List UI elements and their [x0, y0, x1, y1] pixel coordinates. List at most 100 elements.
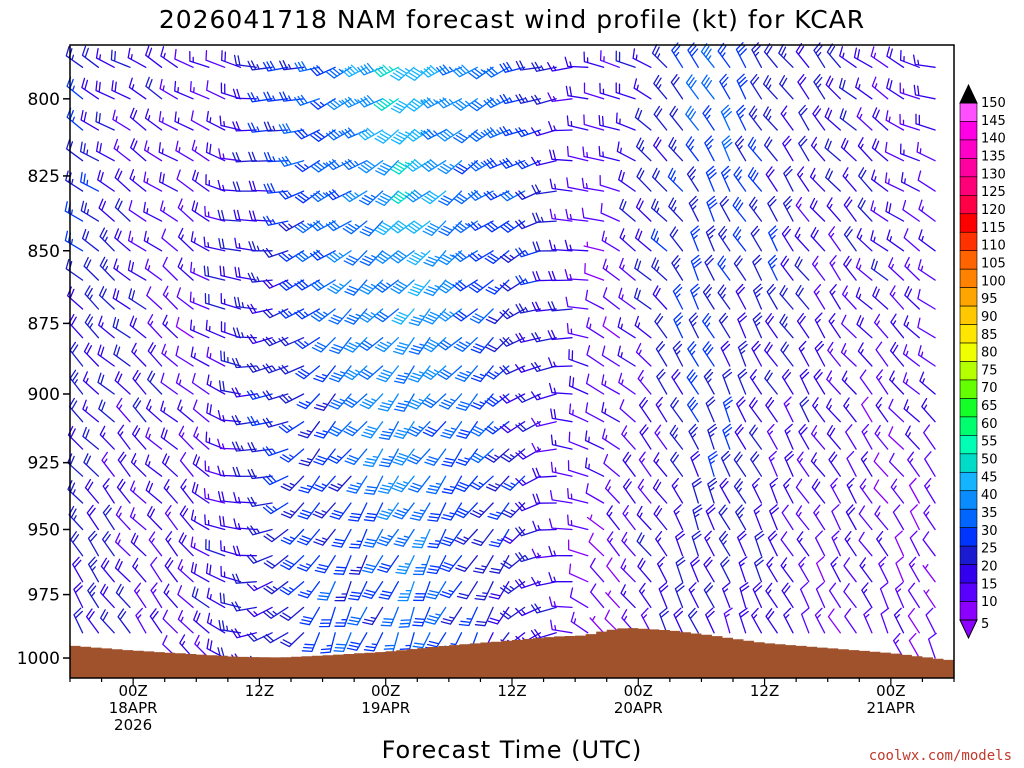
colorbar-tick-label: 120 [981, 203, 1006, 218]
wind-barb [767, 195, 778, 222]
wind-barb [127, 230, 147, 252]
wind-barb [162, 609, 178, 634]
wind-barb [113, 344, 131, 367]
wind-barb [859, 478, 873, 504]
wind-barb [781, 225, 794, 252]
wind-barb [231, 628, 257, 639]
wind-barb [769, 504, 779, 531]
wind-barb [618, 169, 636, 192]
wind-barb [246, 581, 273, 592]
credit-text: coolwx.com/models [869, 748, 1012, 764]
wind-barb [766, 423, 778, 450]
wind-barb [232, 466, 257, 478]
wind-barb [469, 421, 494, 437]
wind-barb [436, 97, 463, 109]
wind-barb [421, 365, 447, 380]
wind-barb [583, 82, 605, 100]
wind-barb [405, 189, 431, 203]
wind-barb [619, 399, 636, 423]
wind-barb [485, 337, 510, 353]
wind-barb [672, 340, 684, 367]
wind-barb [723, 607, 733, 634]
wind-barb [767, 254, 778, 281]
wind-barb [499, 220, 526, 233]
wind-barb [606, 531, 620, 557]
wind-barb [327, 448, 352, 464]
wind-barb [218, 238, 242, 252]
wind-barb [923, 589, 936, 609]
wind-barb [766, 556, 778, 583]
wind-barb [736, 104, 747, 131]
x-tick-label: 19APR [361, 699, 410, 717]
chart-title: 2026041718 NAM forecast wind profile (kt… [159, 5, 865, 34]
colorbar-cell [959, 471, 978, 492]
wind-barb [925, 607, 936, 634]
wind-barb [205, 319, 226, 339]
wind-barb [408, 337, 431, 355]
wind-barb [278, 155, 305, 167]
wind-barb [262, 308, 289, 319]
wind-barb [499, 61, 526, 73]
wind-barb [294, 250, 321, 263]
wind-barb [884, 172, 905, 192]
wind-barb [218, 619, 242, 634]
wind-barb [397, 581, 415, 602]
wind-barb [483, 127, 510, 139]
wind-barb [651, 167, 668, 192]
wind-barb [278, 364, 305, 375]
wind-barb [247, 496, 273, 507]
wind-barb [144, 258, 163, 281]
wind-barb [515, 127, 542, 138]
wind-barb [795, 196, 810, 222]
wind-barb [358, 308, 384, 323]
wind-barb [856, 107, 873, 131]
wind-barb [688, 312, 699, 339]
wind-barb [311, 337, 336, 353]
wind-barb [747, 136, 763, 162]
wind-barb [316, 581, 336, 601]
wind-barb [752, 254, 763, 281]
wind-barb [531, 156, 557, 167]
wind-barb [889, 370, 905, 395]
wind-barb [605, 590, 620, 609]
wind-barb [584, 457, 605, 477]
wind-barb [112, 316, 131, 339]
wind-barb [601, 428, 620, 450]
wind-barb [515, 393, 542, 403]
colorbar-cell [959, 287, 978, 307]
wind-barb [654, 313, 668, 339]
wind-barb [705, 396, 716, 423]
wind-barb [585, 373, 605, 395]
wind-barb [784, 423, 794, 450]
wind-barb [780, 557, 794, 583]
wind-barb [65, 170, 84, 192]
wind-barb [617, 317, 636, 339]
wind-barb [363, 475, 384, 495]
wind-barb [565, 85, 589, 100]
wind-barb [653, 105, 668, 131]
wind-barb [262, 60, 289, 72]
wind-barb [500, 448, 526, 463]
wind-barb [800, 607, 810, 634]
wind-barb [601, 401, 620, 423]
wind-barb [501, 502, 526, 518]
wind-barb [638, 451, 652, 477]
wind-barb [860, 451, 873, 477]
wind-barb [98, 315, 115, 339]
wind-barb [247, 60, 273, 71]
wind-barb [363, 502, 384, 522]
wind-barb [220, 350, 242, 367]
wind-barb [263, 91, 289, 102]
wind-barb [584, 262, 605, 281]
wind-barb [95, 111, 115, 131]
wind-barb [687, 341, 699, 367]
wind-barb [859, 557, 873, 583]
wind-barb [857, 137, 873, 162]
wind-barb [795, 505, 810, 531]
wind-barb [651, 44, 668, 68]
wind-barb [427, 502, 447, 522]
wind-barb [809, 167, 826, 192]
wind-barb [549, 178, 573, 192]
wind-barb [841, 285, 857, 310]
wind-barb [246, 554, 273, 564]
